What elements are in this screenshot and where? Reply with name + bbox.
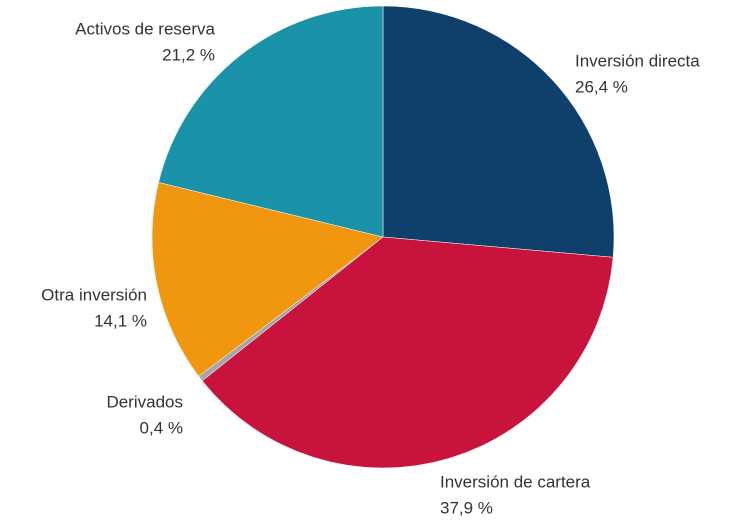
slice-value-label: 0,4 % — [140, 418, 183, 437]
slice-label: Otra inversión — [41, 285, 147, 304]
pie-slice — [382, 5, 615, 258]
pie-slice — [201, 236, 614, 469]
slice-label: Inversión de cartera — [440, 472, 591, 491]
pie-slice — [158, 5, 384, 238]
slice-label: Inversión directa — [575, 51, 700, 70]
slice-value-label: 14,1 % — [94, 311, 147, 330]
slice-value-label: 26,4 % — [575, 77, 628, 96]
slice-value-label: 37,9 % — [440, 498, 493, 517]
slice-label: Derivados — [106, 392, 183, 411]
pie-slice — [151, 182, 384, 377]
slice-label: Activos de reserva — [75, 19, 215, 38]
slice-value-label: 21,2 % — [162, 45, 215, 64]
